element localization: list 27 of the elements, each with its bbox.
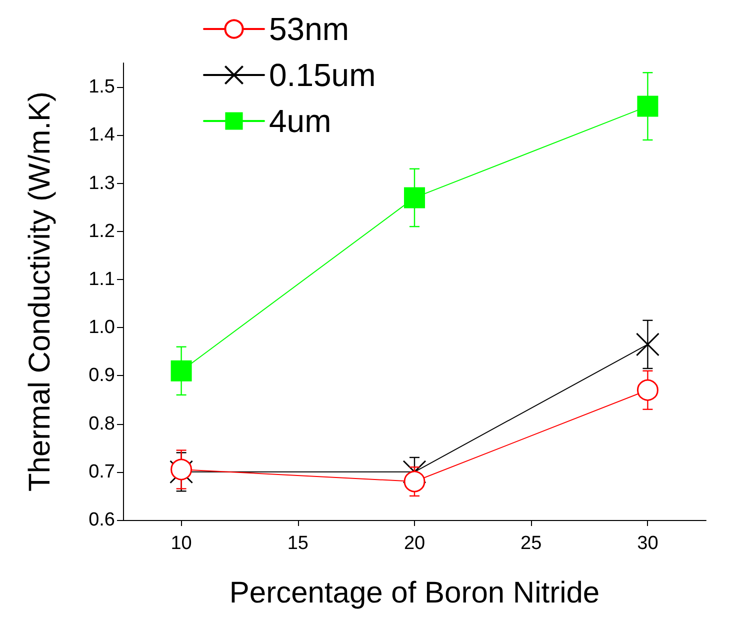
x-tick-label: 30 <box>637 533 658 554</box>
point <box>170 458 192 480</box>
y-tick-label: 0.9 <box>88 365 115 386</box>
y-tick-label: 1.5 <box>88 76 115 98</box>
y-tick-label: 1.3 <box>88 172 115 194</box>
y-tick-label: 0.7 <box>88 461 115 482</box>
point <box>636 332 660 356</box>
x-tick-label: 15 <box>287 533 308 554</box>
y-tick-label: 1.0 <box>88 317 115 338</box>
x-axis-title: Percentage of Boron Nitride <box>229 576 600 610</box>
y-tick-label: 1.2 <box>88 220 115 242</box>
point <box>404 470 426 492</box>
y-tick-label: 0.6 <box>88 510 115 530</box>
point <box>170 360 192 382</box>
y-tick-label: 0.8 <box>88 413 115 434</box>
legend-label: 53nm <box>269 11 350 47</box>
x-tick-label: 20 <box>404 533 426 554</box>
y-axis-title: Thermal Conductivity (W/m.K) <box>24 91 56 492</box>
x-tick-label: 25 <box>520 533 542 554</box>
legend-label: 4um <box>269 103 332 139</box>
y-tick-label: 1.4 <box>88 124 116 146</box>
point <box>404 187 425 208</box>
point <box>636 379 658 401</box>
point <box>637 96 658 117</box>
y-tick-label: 1.1 <box>88 268 115 290</box>
legend-label: 0.15um <box>269 57 376 93</box>
x-tick-label: 10 <box>170 533 192 554</box>
